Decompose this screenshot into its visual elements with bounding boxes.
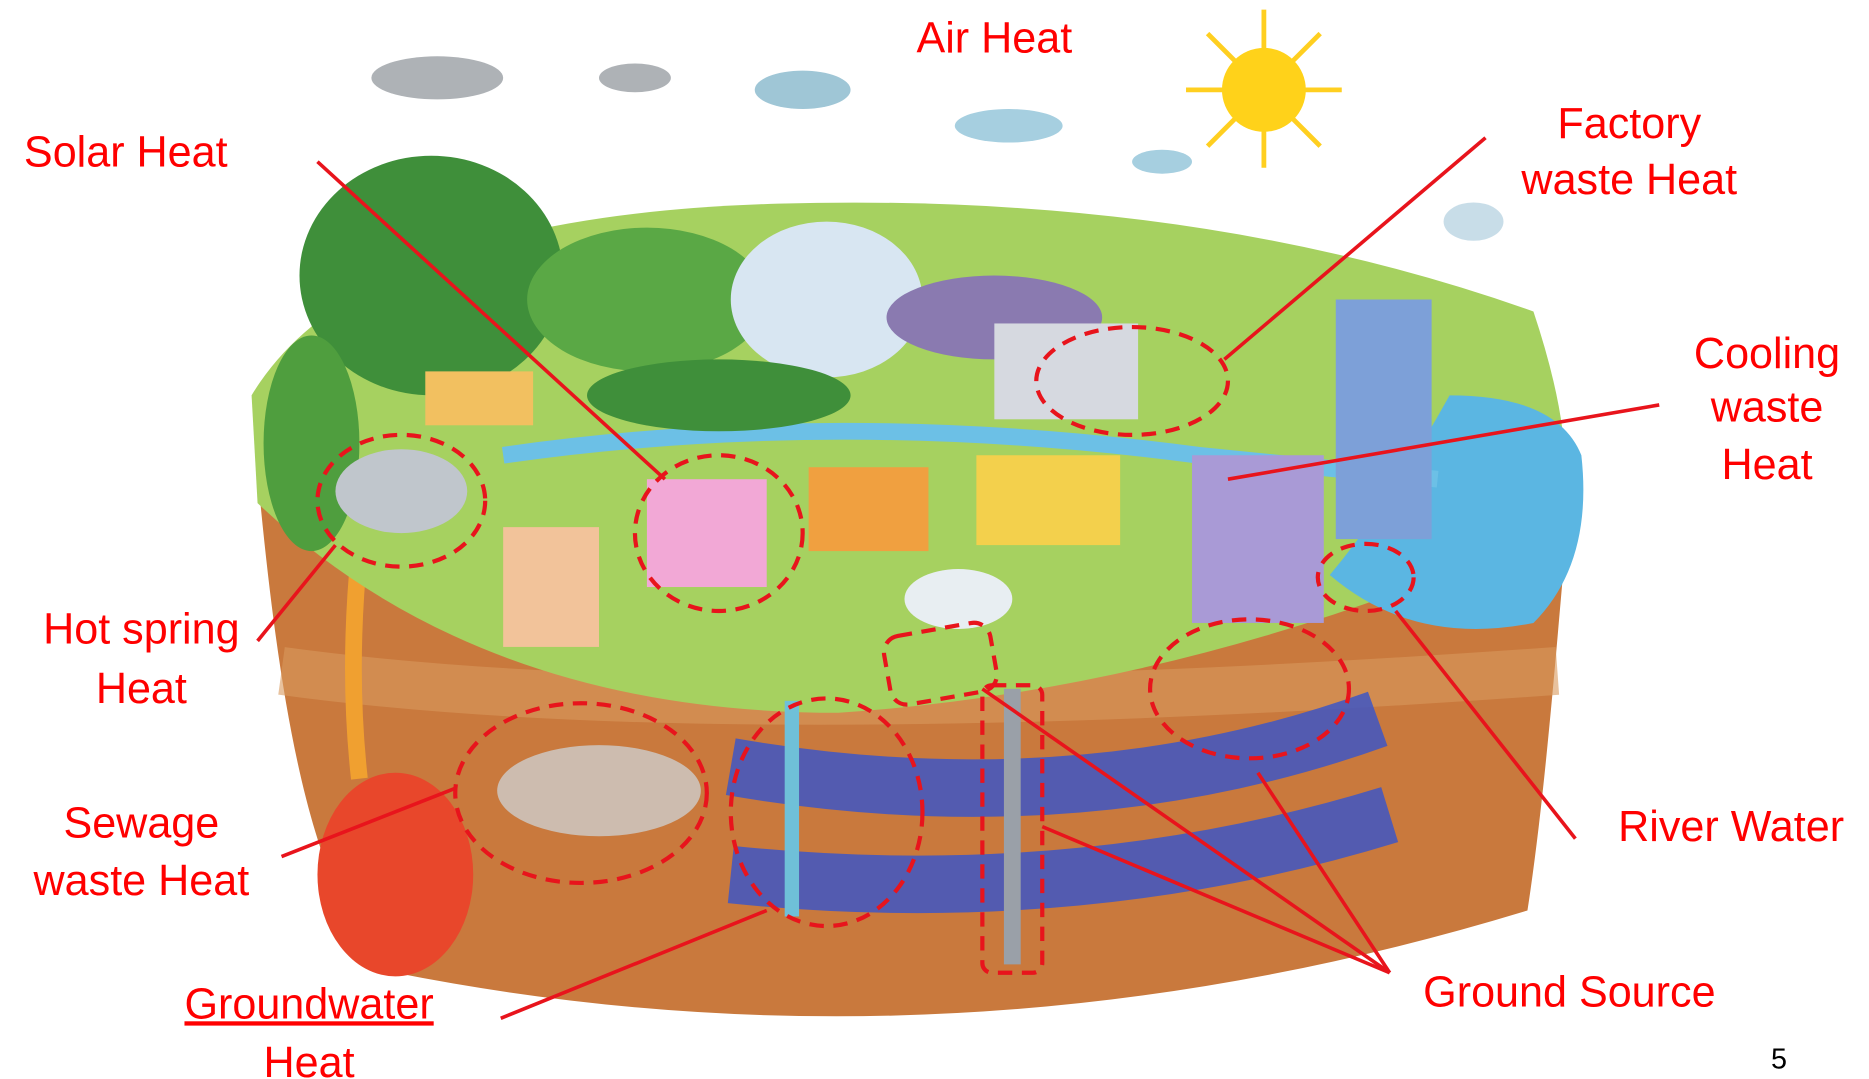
label: Solar Heat — [24, 129, 228, 177]
trees — [587, 359, 851, 431]
magma — [317, 773, 473, 977]
tower — [1336, 300, 1432, 540]
cloud — [1132, 150, 1192, 174]
factory — [994, 323, 1138, 419]
label: Hot spring — [43, 605, 239, 653]
hospital — [647, 479, 767, 587]
cloud — [955, 109, 1063, 143]
cloud — [755, 71, 851, 109]
cloud — [599, 63, 671, 92]
borehole — [1004, 689, 1021, 965]
page: {"labels": { "air_heat": "Air Heat", "so… — [0, 0, 1869, 1079]
apartment — [503, 527, 599, 647]
snow-mountain — [731, 222, 923, 378]
label: waste Heat — [1520, 156, 1737, 204]
label: Heat — [264, 1039, 355, 1079]
cloud — [371, 56, 503, 99]
label: Cooling — [1694, 330, 1840, 378]
greenhouse — [904, 569, 1012, 629]
trees — [264, 335, 360, 551]
label: Factory — [1557, 100, 1701, 148]
office — [976, 455, 1120, 545]
label: Sewage — [63, 799, 219, 847]
label: Groundwater — [184, 980, 433, 1028]
label: waste Heat — [33, 857, 250, 905]
label: Heat — [96, 665, 187, 713]
sewer-pipe — [497, 745, 701, 836]
tower — [1192, 455, 1324, 623]
illustration: Air Heat Solar Heat Factory waste Heat C… — [24, 10, 1844, 1079]
label: Ground Source — [1423, 968, 1715, 1016]
hot-spring — [335, 449, 467, 533]
label: Air Heat — [916, 15, 1072, 63]
house — [425, 371, 533, 425]
label: River Water — [1618, 803, 1844, 851]
page-number: 5 — [1771, 1044, 1787, 1076]
label: waste — [1710, 384, 1824, 432]
well — [785, 701, 799, 917]
label: Heat — [1722, 441, 1813, 489]
school — [809, 467, 929, 551]
slide: Air Heat Solar Heat Factory waste Heat C… — [0, 0, 1869, 1079]
hot-spring-vein — [353, 551, 359, 779]
sun — [1222, 48, 1306, 132]
cloud — [1444, 202, 1504, 240]
